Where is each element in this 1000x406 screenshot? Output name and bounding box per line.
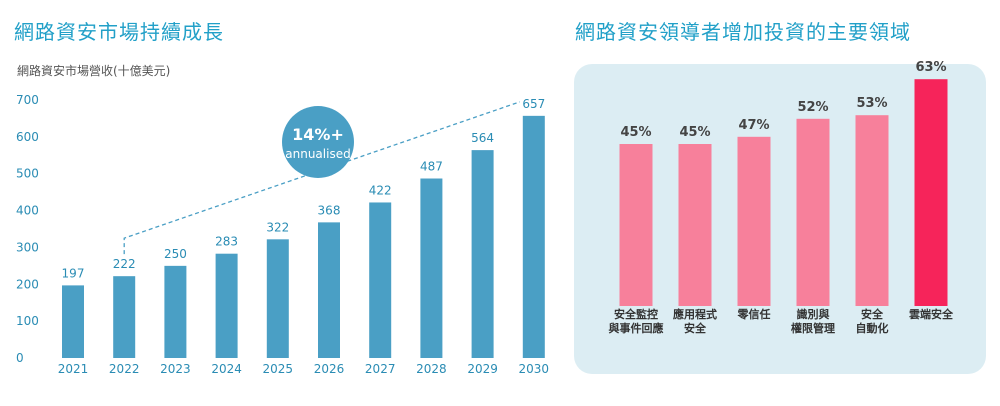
bar-value-label: 197 xyxy=(62,266,85,280)
category-label: 識別與 xyxy=(797,307,830,321)
bar xyxy=(62,285,84,358)
category-label: 權限管理 xyxy=(791,321,835,335)
bar xyxy=(420,178,443,358)
bar-value-label: 487 xyxy=(420,160,443,174)
y-tick-label: 600 xyxy=(16,130,39,144)
category-label: 安全 xyxy=(861,307,884,321)
bar xyxy=(318,222,340,358)
bar xyxy=(369,202,392,358)
growth-trend-line xyxy=(123,101,521,255)
y-tick-label: 200 xyxy=(16,277,39,291)
bar-value-label: 63% xyxy=(915,60,946,75)
category-label: 零信任 xyxy=(737,307,771,321)
bar-value-label: 250 xyxy=(164,247,187,261)
bar xyxy=(678,144,712,306)
x-tick-label: 2026 xyxy=(314,362,345,376)
investment-areas-chart: 45%安全監控與事件回應45%應用程式安全47%零信任52%識別與權限管理53%… xyxy=(609,60,954,335)
bar xyxy=(855,115,889,306)
bar xyxy=(215,253,238,358)
category-label: 安全 xyxy=(684,321,707,335)
bar-value-label: 45% xyxy=(620,125,651,140)
x-tick-label: 2023 xyxy=(160,362,191,376)
bar-value-label: 422 xyxy=(369,183,392,197)
y-tick-label: 300 xyxy=(16,240,39,254)
x-tick-label: 2022 xyxy=(109,362,140,376)
bar xyxy=(266,239,289,358)
x-tick-label: 2030 xyxy=(519,362,550,376)
category-label: 自動化 xyxy=(856,321,889,335)
bar xyxy=(471,150,494,358)
category-label: 安全監控 xyxy=(614,307,658,321)
bar-value-label: 322 xyxy=(266,220,289,234)
bar xyxy=(796,118,830,306)
y-tick-label: 0 xyxy=(16,351,24,365)
category-label: 雲端安全 xyxy=(909,307,954,321)
growth-badge-circle xyxy=(282,106,354,178)
bar-value-label: 368 xyxy=(318,203,341,217)
category-label: 與事件回應 xyxy=(609,321,664,335)
bar xyxy=(164,265,187,358)
growth-badge-label: annualised xyxy=(285,147,350,161)
y-tick-label: 100 xyxy=(16,314,39,328)
x-tick-label: 2029 xyxy=(467,362,498,376)
bar xyxy=(737,136,771,306)
x-tick-label: 2021 xyxy=(58,362,89,376)
category-label: 應用程式 xyxy=(673,307,717,321)
bar-value-label: 45% xyxy=(679,125,710,140)
bar-value-label: 222 xyxy=(113,257,136,271)
y-tick-label: 400 xyxy=(16,204,39,218)
y-tick-label: 500 xyxy=(16,167,39,181)
x-tick-label: 2024 xyxy=(211,362,242,376)
bar-value-label: 564 xyxy=(471,131,494,145)
y-tick-label: 700 xyxy=(16,93,39,107)
bar xyxy=(914,79,948,306)
x-tick-label: 2028 xyxy=(416,362,447,376)
right-chart-title: 網路資安領導者增加投資的主要領域 xyxy=(575,20,911,44)
bar-value-label: 53% xyxy=(856,96,887,111)
left-chart-ylabel: 網路資安市場營收(十億美元) xyxy=(17,64,171,78)
bar-value-label: 47% xyxy=(738,118,769,133)
x-tick-label: 2027 xyxy=(365,362,396,376)
market-growth-chart: 0 100 200 300 400 500 600 700 197 2021 222 2022 250 2… xyxy=(16,93,549,376)
x-tick-label: 2025 xyxy=(263,362,294,376)
bar-value-label: 52% xyxy=(797,100,828,115)
bar xyxy=(113,276,136,358)
bar-value-label: 657 xyxy=(522,97,545,111)
growth-badge-rate: 14%+ xyxy=(292,125,344,144)
bar-value-label: 283 xyxy=(215,235,238,249)
left-chart-title: 網路資安市場持續成長 xyxy=(14,20,224,44)
growth-badge: 14%+ annualised xyxy=(282,106,354,178)
bar xyxy=(619,144,653,306)
bar xyxy=(522,115,545,358)
